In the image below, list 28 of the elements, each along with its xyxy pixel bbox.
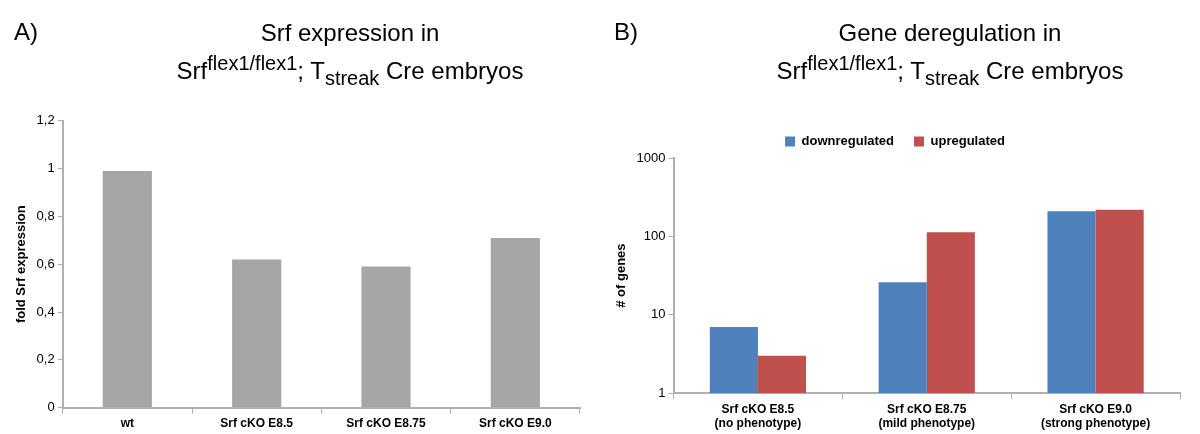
x-tick-label: Srf cKO E9.0 [478, 416, 553, 431]
legend-label: downregulated [801, 133, 895, 149]
y-tick-label: 0,8 [36, 207, 55, 223]
y-tick-label: 10 [651, 306, 666, 322]
chart-title: Srf expression in [260, 19, 440, 46]
x-tick-label: Srf cKO E8.5 (no phenotype) [714, 401, 802, 431]
chart-title: Gene deregulation in [838, 19, 1062, 46]
y-tick-label: 0,6 [36, 255, 55, 271]
x-tick-label: Srf cKO E8.5 [220, 416, 294, 431]
y-axis-title: # of genes [613, 243, 629, 308]
y-tick-label: 0,2 [36, 351, 55, 367]
x-tick-label: Srf cKO E8.75 (mild phenotype) [878, 401, 976, 431]
x-tick-label: wt [119, 416, 135, 431]
y-tick-label: 0 [47, 399, 55, 415]
y-tick-label: 1 [658, 384, 666, 400]
x-tick-label: Srf cKO E8.75 [346, 416, 427, 431]
y-tick-label: 1,2 [36, 112, 55, 128]
chart-subtitle: Srf$^{flex1/flex1}$; T$_{streak}$ Cre embryos [176, 52, 524, 89]
y-tick-label: 0,4 [36, 303, 55, 319]
legend-label: upregulated [930, 133, 1005, 149]
y-tick-label: 1000 [636, 149, 666, 165]
chart-subtitle: Srf$^{flex1/flex1}$; T$_{streak}$ Cre embryos [776, 52, 1124, 89]
x-tick-label: Srf cKO E9.0 (strong phenotype) [1040, 401, 1151, 431]
y-tick-label: 1 [47, 160, 55, 176]
text: A) [14, 18, 38, 46]
y-tick-label: 100 [643, 227, 666, 243]
text: B) [614, 18, 638, 46]
y-axis-title: fold Srf expression [13, 205, 29, 324]
